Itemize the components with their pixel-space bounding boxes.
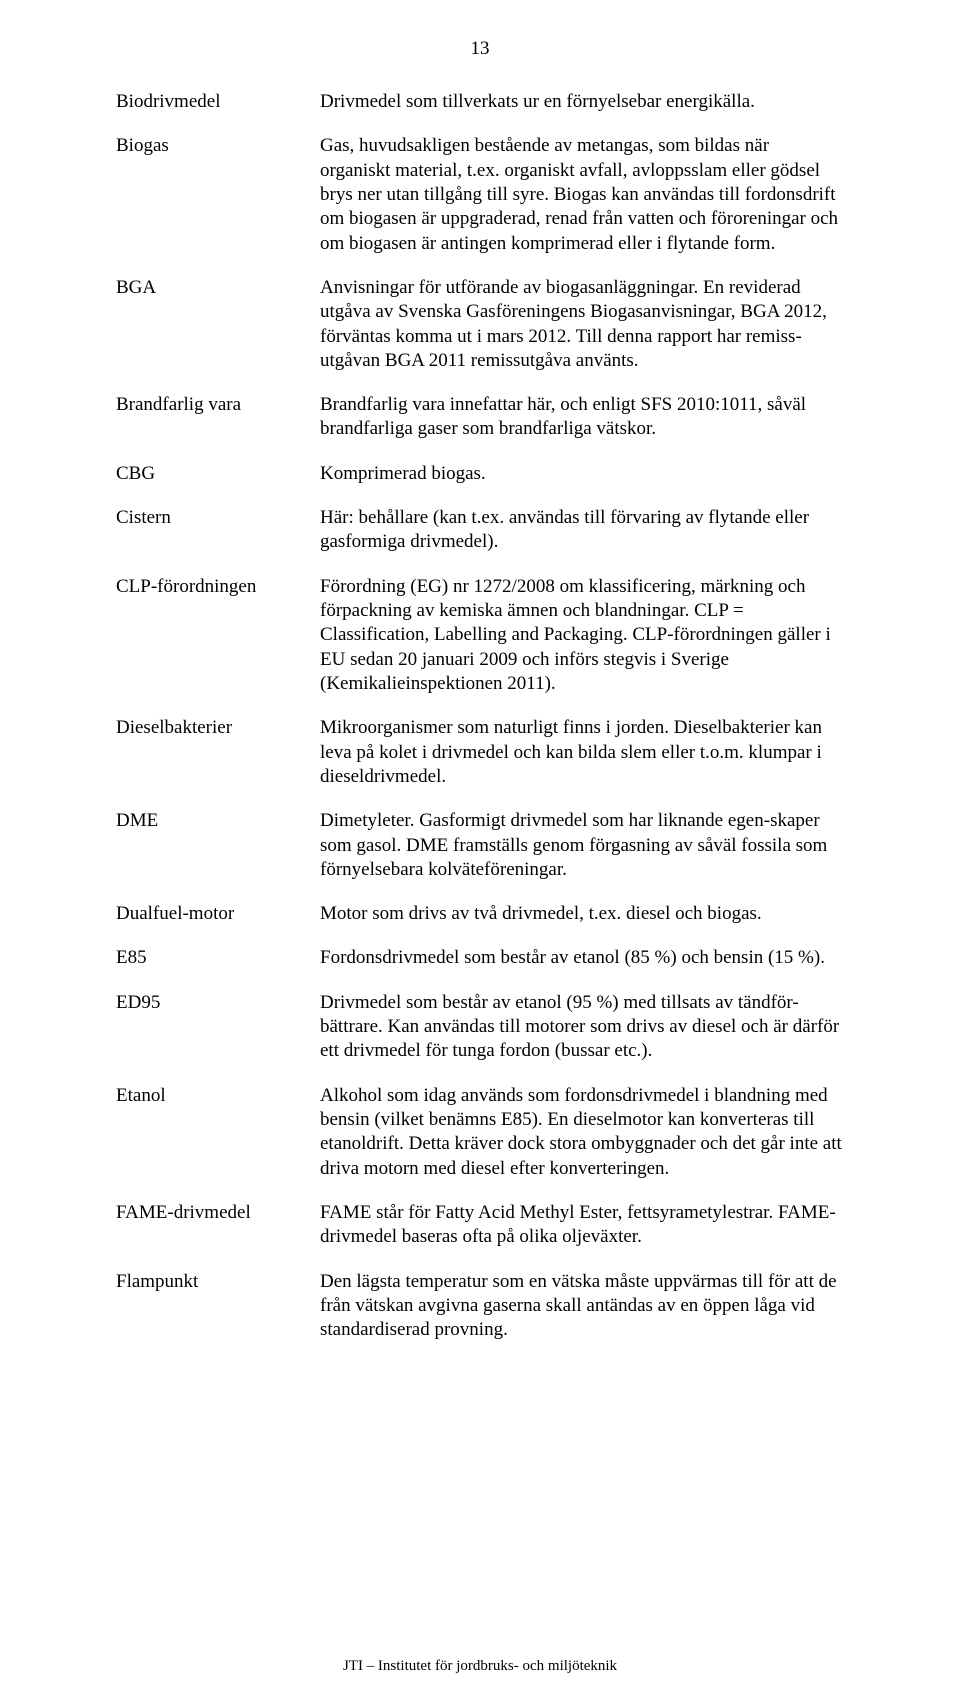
- definition-row: Dieselbakterier Mikroorganismer som natu…: [116, 716, 844, 789]
- term: Brandfarlig vara: [116, 393, 320, 417]
- term: Flampunkt: [116, 1270, 320, 1294]
- definition: Fordonsdrivmedel som består av etanol (8…: [320, 946, 844, 970]
- definition-row: DME Dimetyleter. Gasformigt drivmedel so…: [116, 809, 844, 882]
- term: ED95: [116, 991, 320, 1015]
- definition-row: CLP-förordningen Förordning (EG) nr 1272…: [116, 575, 844, 697]
- definition-row: CBG Komprimerad biogas.: [116, 462, 844, 486]
- definition: Mikroorganismer som naturligt finns i jo…: [320, 716, 844, 789]
- definition: Alkohol som idag används som fordonsdriv…: [320, 1084, 844, 1181]
- term: CBG: [116, 462, 320, 486]
- definition-row: Dualfuel-motor Motor som drivs av två dr…: [116, 902, 844, 926]
- definition-row: Brandfarlig vara Brandfarlig vara innefa…: [116, 393, 844, 442]
- definition: Komprimerad biogas.: [320, 462, 844, 486]
- definition-row: ED95 Drivmedel som består av etanol (95 …: [116, 991, 844, 1064]
- page-footer: JTI – Institutet för jordbruks- och milj…: [0, 1658, 960, 1675]
- document-page: 13 Biodrivmedel Drivmedel som tillverkat…: [0, 0, 960, 1707]
- term: DME: [116, 809, 320, 833]
- term: BGA: [116, 276, 320, 300]
- definition-row: BGA Anvisningar för utförande av biogasa…: [116, 276, 844, 373]
- term: E85: [116, 946, 320, 970]
- definition: Drivmedel som tillverkats ur en förnyels…: [320, 90, 844, 114]
- term: Biogas: [116, 134, 320, 158]
- definition: Förordning (EG) nr 1272/2008 om klassifi…: [320, 575, 844, 697]
- definition-row: Biodrivmedel Drivmedel som tillverkats u…: [116, 90, 844, 114]
- definition: Motor som drivs av två drivmedel, t.ex. …: [320, 902, 844, 926]
- term: Biodrivmedel: [116, 90, 320, 114]
- term: Dieselbakterier: [116, 716, 320, 740]
- definition-row: Cistern Här: behållare (kan t.ex. använd…: [116, 506, 844, 555]
- definition: Drivmedel som består av etanol (95 %) me…: [320, 991, 844, 1064]
- definition: Gas, huvudsakligen bestående av metangas…: [320, 134, 844, 256]
- term: Etanol: [116, 1084, 320, 1108]
- term: FAME-drivmedel: [116, 1201, 320, 1225]
- definition: Den lägsta temperatur som en vätska måst…: [320, 1270, 844, 1343]
- definition: Dimetyleter. Gasformigt drivmedel som ha…: [320, 809, 844, 882]
- definition: Brandfarlig vara innefattar här, och enl…: [320, 393, 844, 442]
- definition-row: Biogas Gas, huvudsakligen bestående av m…: [116, 134, 844, 256]
- definition-row: Etanol Alkohol som idag används som ford…: [116, 1084, 844, 1181]
- definition-list: Biodrivmedel Drivmedel som tillverkats u…: [116, 90, 844, 1343]
- definition-row: FAME-drivmedel FAME står för Fatty Acid …: [116, 1201, 844, 1250]
- definition: Här: behållare (kan t.ex. användas till …: [320, 506, 844, 555]
- page-number: 13: [116, 38, 844, 60]
- term: Dualfuel-motor: [116, 902, 320, 926]
- definition: Anvisningar för utförande av biogasanläg…: [320, 276, 844, 373]
- definition: FAME står för Fatty Acid Methyl Ester, f…: [320, 1201, 844, 1250]
- term: Cistern: [116, 506, 320, 530]
- definition-row: Flampunkt Den lägsta temperatur som en v…: [116, 1270, 844, 1343]
- term: CLP-förordningen: [116, 575, 320, 599]
- definition-row: E85 Fordonsdrivmedel som består av etano…: [116, 946, 844, 970]
